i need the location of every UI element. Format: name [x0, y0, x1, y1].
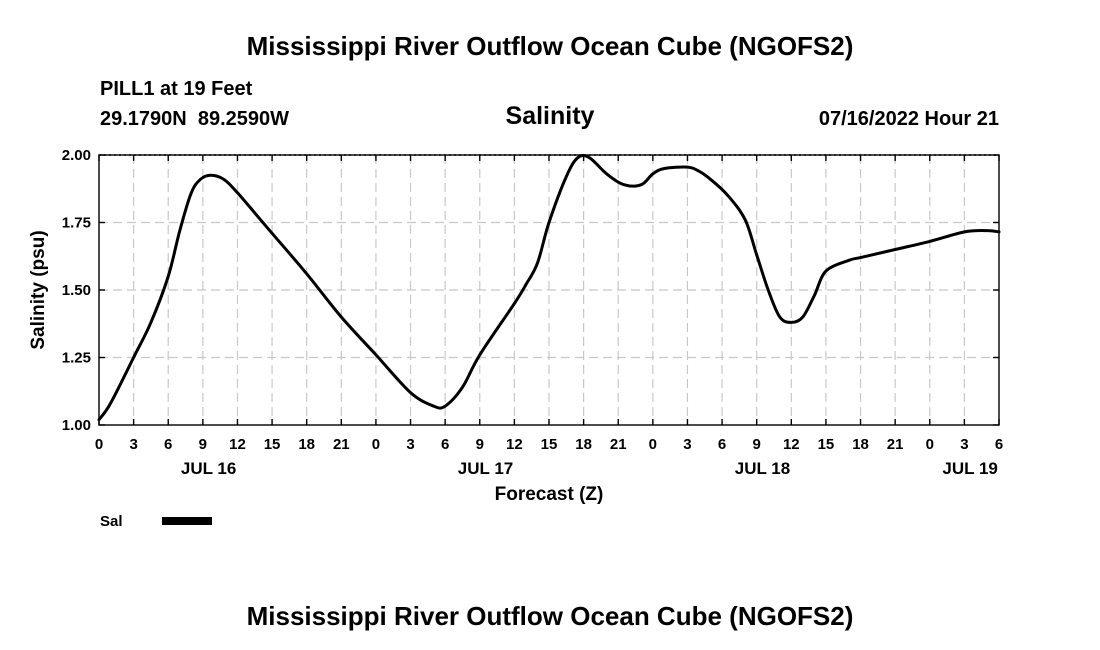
- series-layer: [97, 153, 1001, 422]
- x-tick-label: 18: [298, 436, 315, 453]
- y-tick-label: 2.00: [62, 147, 91, 164]
- coordinates-label: 29.1790N 89.2590W: [100, 108, 289, 130]
- x-tick-label: 3: [129, 436, 137, 453]
- series-line-sal: [97, 153, 1001, 422]
- x-tick-label: 15: [818, 436, 835, 453]
- x-tick-label: 3: [406, 436, 414, 453]
- date-label: JUL 16: [181, 459, 236, 478]
- footer-title: Mississippi River Outflow Ocean Cube (NG…: [247, 601, 854, 631]
- x-tick-label: 12: [783, 436, 800, 453]
- x-tick-label: 18: [575, 436, 592, 453]
- y-tick-label: 1.25: [62, 350, 91, 367]
- x-tick-label: 12: [229, 436, 246, 453]
- x-tick-label: 0: [372, 436, 380, 453]
- x-tick-label: 9: [476, 436, 484, 453]
- x-tick-label: 12: [506, 436, 523, 453]
- x-tick-label: 6: [164, 436, 172, 453]
- chart-title: Mississippi River Outflow Ocean Cube (NG…: [247, 31, 854, 61]
- x-tick-label: 3: [960, 436, 968, 453]
- y-tick-label: 1.50: [62, 282, 91, 299]
- y-axis-label: Salinity (psu): [28, 230, 49, 349]
- x-tick-label: 6: [441, 436, 449, 453]
- x-tick-label: 21: [887, 436, 904, 453]
- x-tick-label: 0: [926, 436, 934, 453]
- date-label: JUL 17: [458, 459, 513, 478]
- y-tick-label: 1.00: [62, 417, 91, 434]
- x-tick-label: 18: [852, 436, 869, 453]
- station-label: PILL1 at 19 Feet: [100, 78, 253, 100]
- x-tick-label: 21: [610, 436, 627, 453]
- x-tick-label: 15: [541, 436, 558, 453]
- legend-label: Sal: [100, 513, 123, 530]
- x-tick-label: 15: [264, 436, 281, 453]
- legend: Sal: [100, 513, 212, 530]
- x-tick-label: 0: [649, 436, 657, 453]
- plot-subtitle: Salinity: [506, 102, 595, 130]
- x-axis-label: Forecast (Z): [495, 484, 604, 505]
- x-tick-label: 3: [683, 436, 691, 453]
- gridlines: [99, 154, 999, 425]
- x-tick-label: 21: [333, 436, 350, 453]
- date-label: JUL 19: [942, 459, 997, 478]
- axis-ticks: 0 3 6 9 12 15 18 21 0 3 6 9 12 15 18 21 0 3 6 9 12 15 18 21 0 3 6 1…: [62, 147, 1003, 478]
- x-tick-label: 6: [718, 436, 726, 453]
- x-tick-label: 9: [199, 436, 207, 453]
- date-label: JUL 18: [735, 459, 790, 478]
- valid-time-label: 07/16/2022 Hour 21: [819, 108, 999, 130]
- x-tick-label: 0: [95, 436, 103, 453]
- y-tick-label: 1.75: [62, 215, 91, 232]
- x-tick-label: 6: [995, 436, 1003, 453]
- x-tick-label: 9: [753, 436, 761, 453]
